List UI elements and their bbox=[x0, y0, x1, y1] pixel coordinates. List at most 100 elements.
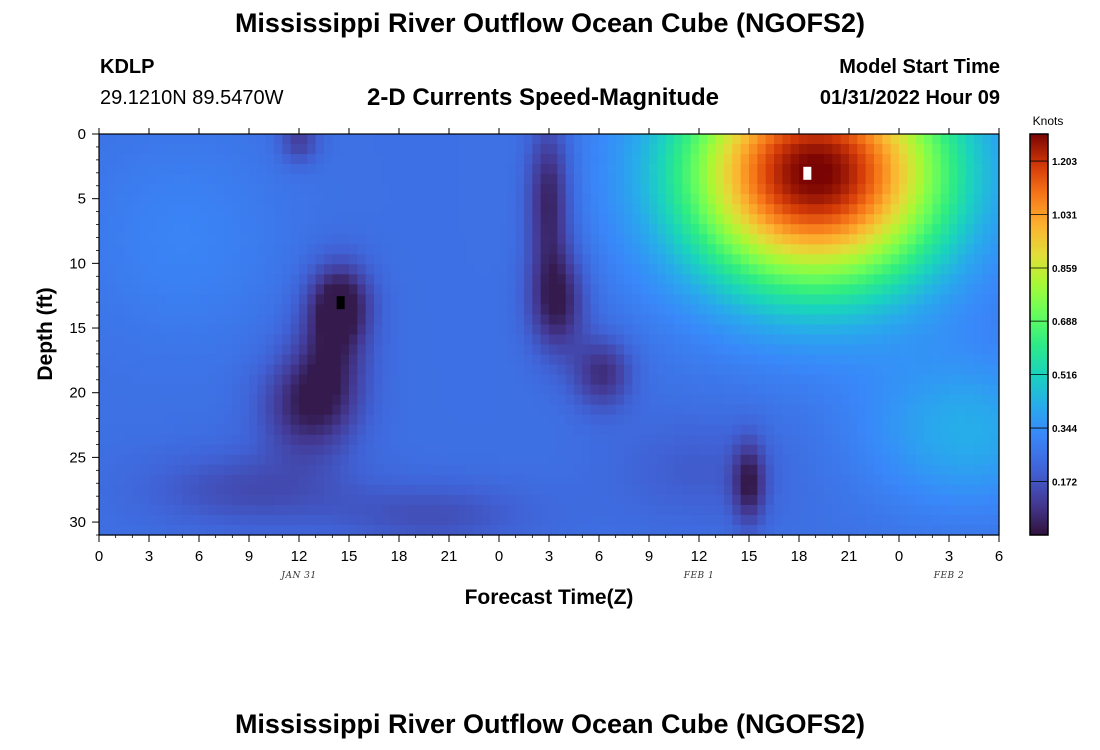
heatmap-cell bbox=[190, 414, 200, 426]
heatmap-cell bbox=[757, 214, 767, 225]
heatmap-cell bbox=[190, 294, 200, 306]
heatmap-cell bbox=[282, 194, 292, 205]
heatmap-cell bbox=[332, 234, 342, 245]
heatmap-cell bbox=[465, 424, 475, 436]
heatmap-cell bbox=[615, 404, 625, 416]
heatmap-cell bbox=[699, 284, 708, 296]
heatmap-cell bbox=[582, 354, 592, 366]
heatmap-cell bbox=[774, 254, 783, 265]
heatmap-cell bbox=[665, 474, 675, 486]
heatmap-cell bbox=[174, 424, 183, 436]
x-tick-label: 6 bbox=[595, 548, 603, 565]
heatmap-cell bbox=[357, 314, 367, 326]
heatmap-cell bbox=[707, 394, 717, 406]
heatmap-cell bbox=[874, 424, 883, 436]
heatmap-cell bbox=[474, 434, 483, 446]
heatmap-cell bbox=[157, 354, 167, 366]
heatmap-cell bbox=[515, 254, 525, 265]
heatmap-cell bbox=[365, 234, 375, 245]
heatmap-cell bbox=[199, 214, 208, 225]
heatmap-cell bbox=[965, 464, 975, 476]
heatmap-cell bbox=[499, 344, 508, 356]
heatmap-cell bbox=[990, 214, 1000, 225]
heatmap-cell bbox=[465, 224, 475, 235]
heatmap-cell bbox=[682, 354, 692, 366]
heatmap-cell bbox=[449, 314, 458, 326]
heatmap-cell bbox=[699, 494, 708, 506]
heatmap-cell bbox=[565, 284, 575, 296]
heatmap-cell bbox=[274, 334, 283, 346]
heatmap-cell bbox=[157, 134, 167, 145]
heatmap-cell bbox=[182, 504, 192, 516]
heatmap-cell bbox=[149, 284, 158, 296]
heatmap-cell bbox=[290, 224, 300, 235]
heatmap-cell bbox=[699, 504, 708, 516]
heatmap-cell bbox=[415, 514, 425, 526]
heatmap-cell bbox=[974, 444, 983, 456]
heatmap-cell bbox=[349, 214, 358, 225]
heatmap-cell bbox=[124, 344, 133, 356]
heatmap-cell bbox=[649, 174, 658, 185]
heatmap-cell bbox=[882, 264, 892, 275]
heatmap-cell bbox=[740, 144, 750, 155]
heatmap-cell bbox=[932, 384, 942, 396]
heatmap-cell bbox=[482, 214, 492, 225]
heatmap-cell bbox=[140, 204, 150, 215]
heatmap-cell bbox=[274, 174, 283, 185]
heatmap-cell bbox=[690, 514, 700, 526]
heatmap-cell bbox=[565, 164, 575, 175]
heatmap-cell bbox=[599, 514, 608, 526]
heatmap-cell bbox=[507, 244, 517, 255]
x-tick-label: 3 bbox=[145, 548, 153, 565]
heatmap-cell bbox=[382, 274, 392, 285]
heatmap-cell bbox=[849, 244, 858, 255]
heatmap-cell bbox=[165, 154, 175, 165]
heatmap-cell bbox=[924, 184, 933, 195]
heatmap-cell bbox=[849, 304, 858, 316]
heatmap-cell bbox=[574, 294, 583, 306]
heatmap-cell bbox=[240, 204, 250, 215]
heatmap-cell bbox=[749, 454, 758, 466]
heatmap-cell bbox=[724, 274, 733, 285]
heatmap-cell bbox=[699, 414, 708, 426]
heatmap-cell bbox=[449, 394, 458, 406]
heatmap-cell bbox=[932, 324, 942, 336]
heatmap-cell bbox=[682, 334, 692, 346]
heatmap-cell bbox=[224, 294, 233, 306]
heatmap-cell bbox=[574, 424, 583, 436]
heatmap-cell bbox=[615, 174, 625, 185]
heatmap-cell bbox=[915, 294, 925, 306]
heatmap-cell bbox=[274, 484, 283, 496]
heatmap-cell bbox=[690, 274, 700, 285]
heatmap-cell bbox=[907, 184, 917, 195]
heatmap-cell bbox=[732, 294, 742, 306]
heatmap-cell bbox=[265, 434, 275, 446]
heatmap-cell bbox=[299, 194, 308, 205]
heatmap-cell bbox=[224, 404, 233, 416]
heatmap-cell bbox=[732, 434, 742, 446]
heatmap-cell bbox=[532, 514, 542, 526]
heatmap-cell bbox=[107, 334, 117, 346]
heatmap-cell bbox=[640, 214, 650, 225]
heatmap-cell bbox=[890, 454, 900, 466]
heatmap-cell bbox=[599, 274, 608, 285]
heatmap-cell bbox=[432, 404, 442, 416]
heatmap-cell bbox=[990, 224, 1000, 235]
heatmap-cell bbox=[415, 244, 425, 255]
heatmap-cell bbox=[157, 324, 167, 336]
heatmap-cell bbox=[524, 504, 533, 516]
heatmap-cell bbox=[757, 154, 767, 165]
heatmap-cell bbox=[557, 294, 567, 306]
heatmap-cell bbox=[749, 354, 758, 366]
heatmap-cell bbox=[465, 374, 475, 386]
heatmap-cell bbox=[265, 264, 275, 275]
heatmap-cell bbox=[757, 314, 767, 326]
heatmap-cell bbox=[890, 264, 900, 275]
heatmap-cell bbox=[582, 474, 592, 486]
heatmap-cell bbox=[749, 494, 758, 506]
heatmap-cell bbox=[424, 414, 433, 426]
heatmap-cell bbox=[232, 434, 242, 446]
heatmap-cell bbox=[807, 234, 817, 245]
heatmap-cell bbox=[324, 394, 333, 406]
heatmap-cell bbox=[499, 174, 508, 185]
